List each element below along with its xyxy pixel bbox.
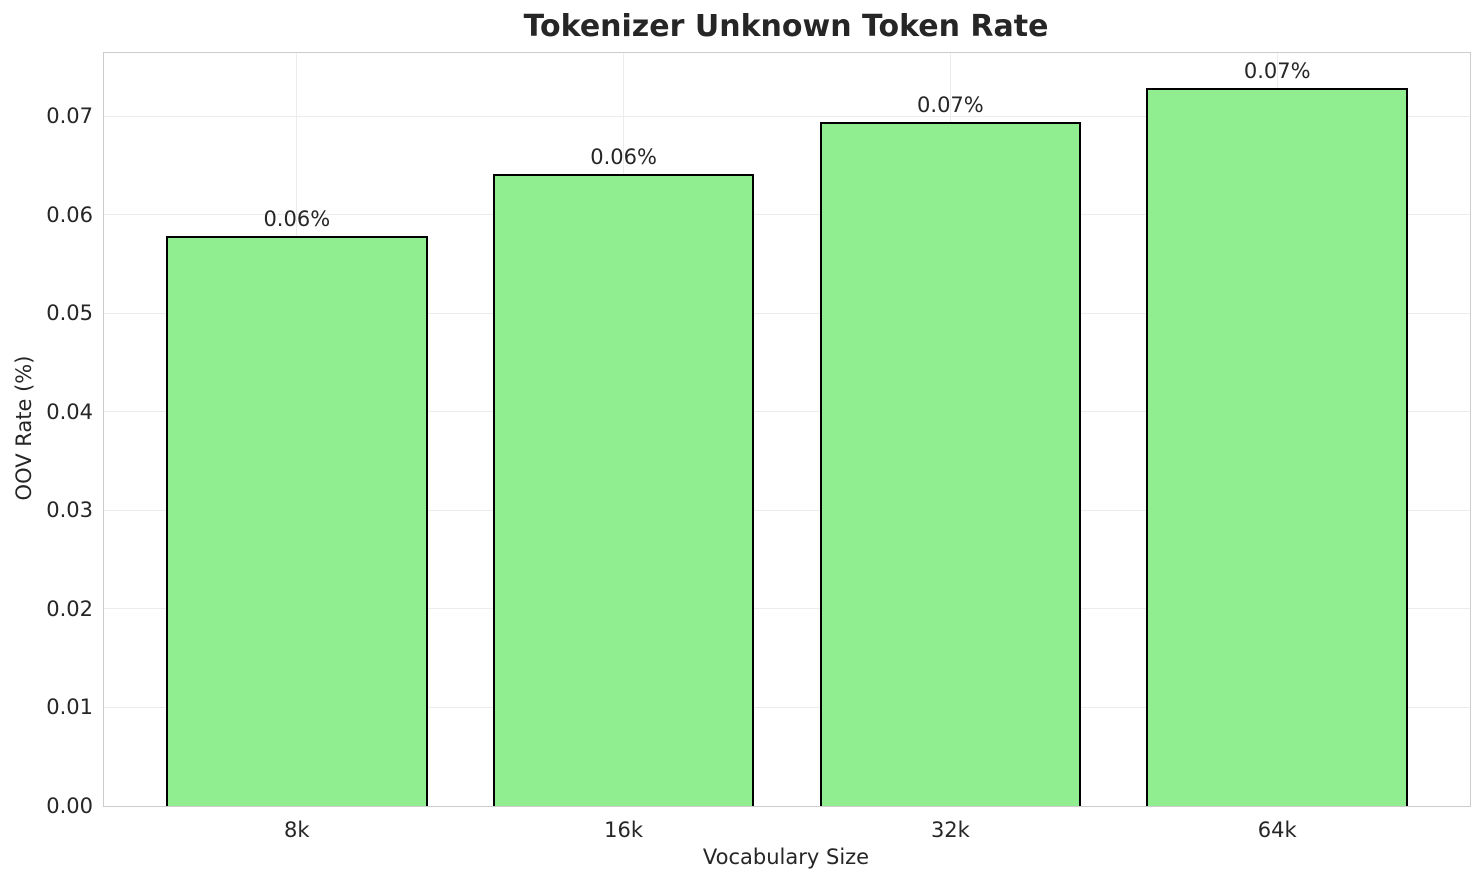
gridline-horizontal [104, 214, 1470, 216]
gridline-horizontal [104, 411, 1470, 413]
bar-value-label: 0.07% [917, 93, 984, 117]
bar [166, 236, 428, 806]
y-tick-label: 0.04 [46, 399, 93, 424]
y-axis-label: OOV Rate (%) [12, 355, 36, 501]
x-tick-label: 64k [1257, 818, 1297, 842]
bar [492, 174, 755, 806]
y-tick-label: 0.03 [46, 498, 93, 523]
plot-area: 0.00 0.01 0.02 0.03 0.04 0.05 0.06 0.07 0.06% 8k 0… [46, 52, 1471, 842]
gridline-horizontal [104, 608, 1470, 610]
y-tick-label: 0.01 [46, 695, 93, 720]
gridline-horizontal [104, 509, 1470, 511]
bar-value-label: 0.06% [263, 207, 331, 232]
bar-value-label: 0.07% [1243, 59, 1311, 84]
y-tick-label: 0.00 [46, 794, 93, 818]
x-axis-label: Vocabulary Size [702, 845, 870, 869]
x-tick-label: 16k [604, 818, 644, 842]
y-tick-label: 0.06 [46, 202, 93, 227]
x-tick-label: 8k [284, 818, 310, 842]
y-tick-label: 0.02 [46, 596, 93, 621]
gridline-horizontal [104, 312, 1470, 314]
bar [819, 122, 1082, 806]
chart-title: Tokenizer Unknown Token Rate [523, 9, 1049, 44]
gridline-horizontal [104, 115, 1470, 117]
y-tick-label: 0.05 [46, 301, 93, 326]
gridline-horizontal [104, 706, 1470, 708]
bar-value-label: 0.06% [590, 145, 657, 170]
y-tick-label: 0.07 [46, 104, 93, 129]
bar [1146, 88, 1408, 806]
x-tick-label: 32k [930, 818, 970, 842]
